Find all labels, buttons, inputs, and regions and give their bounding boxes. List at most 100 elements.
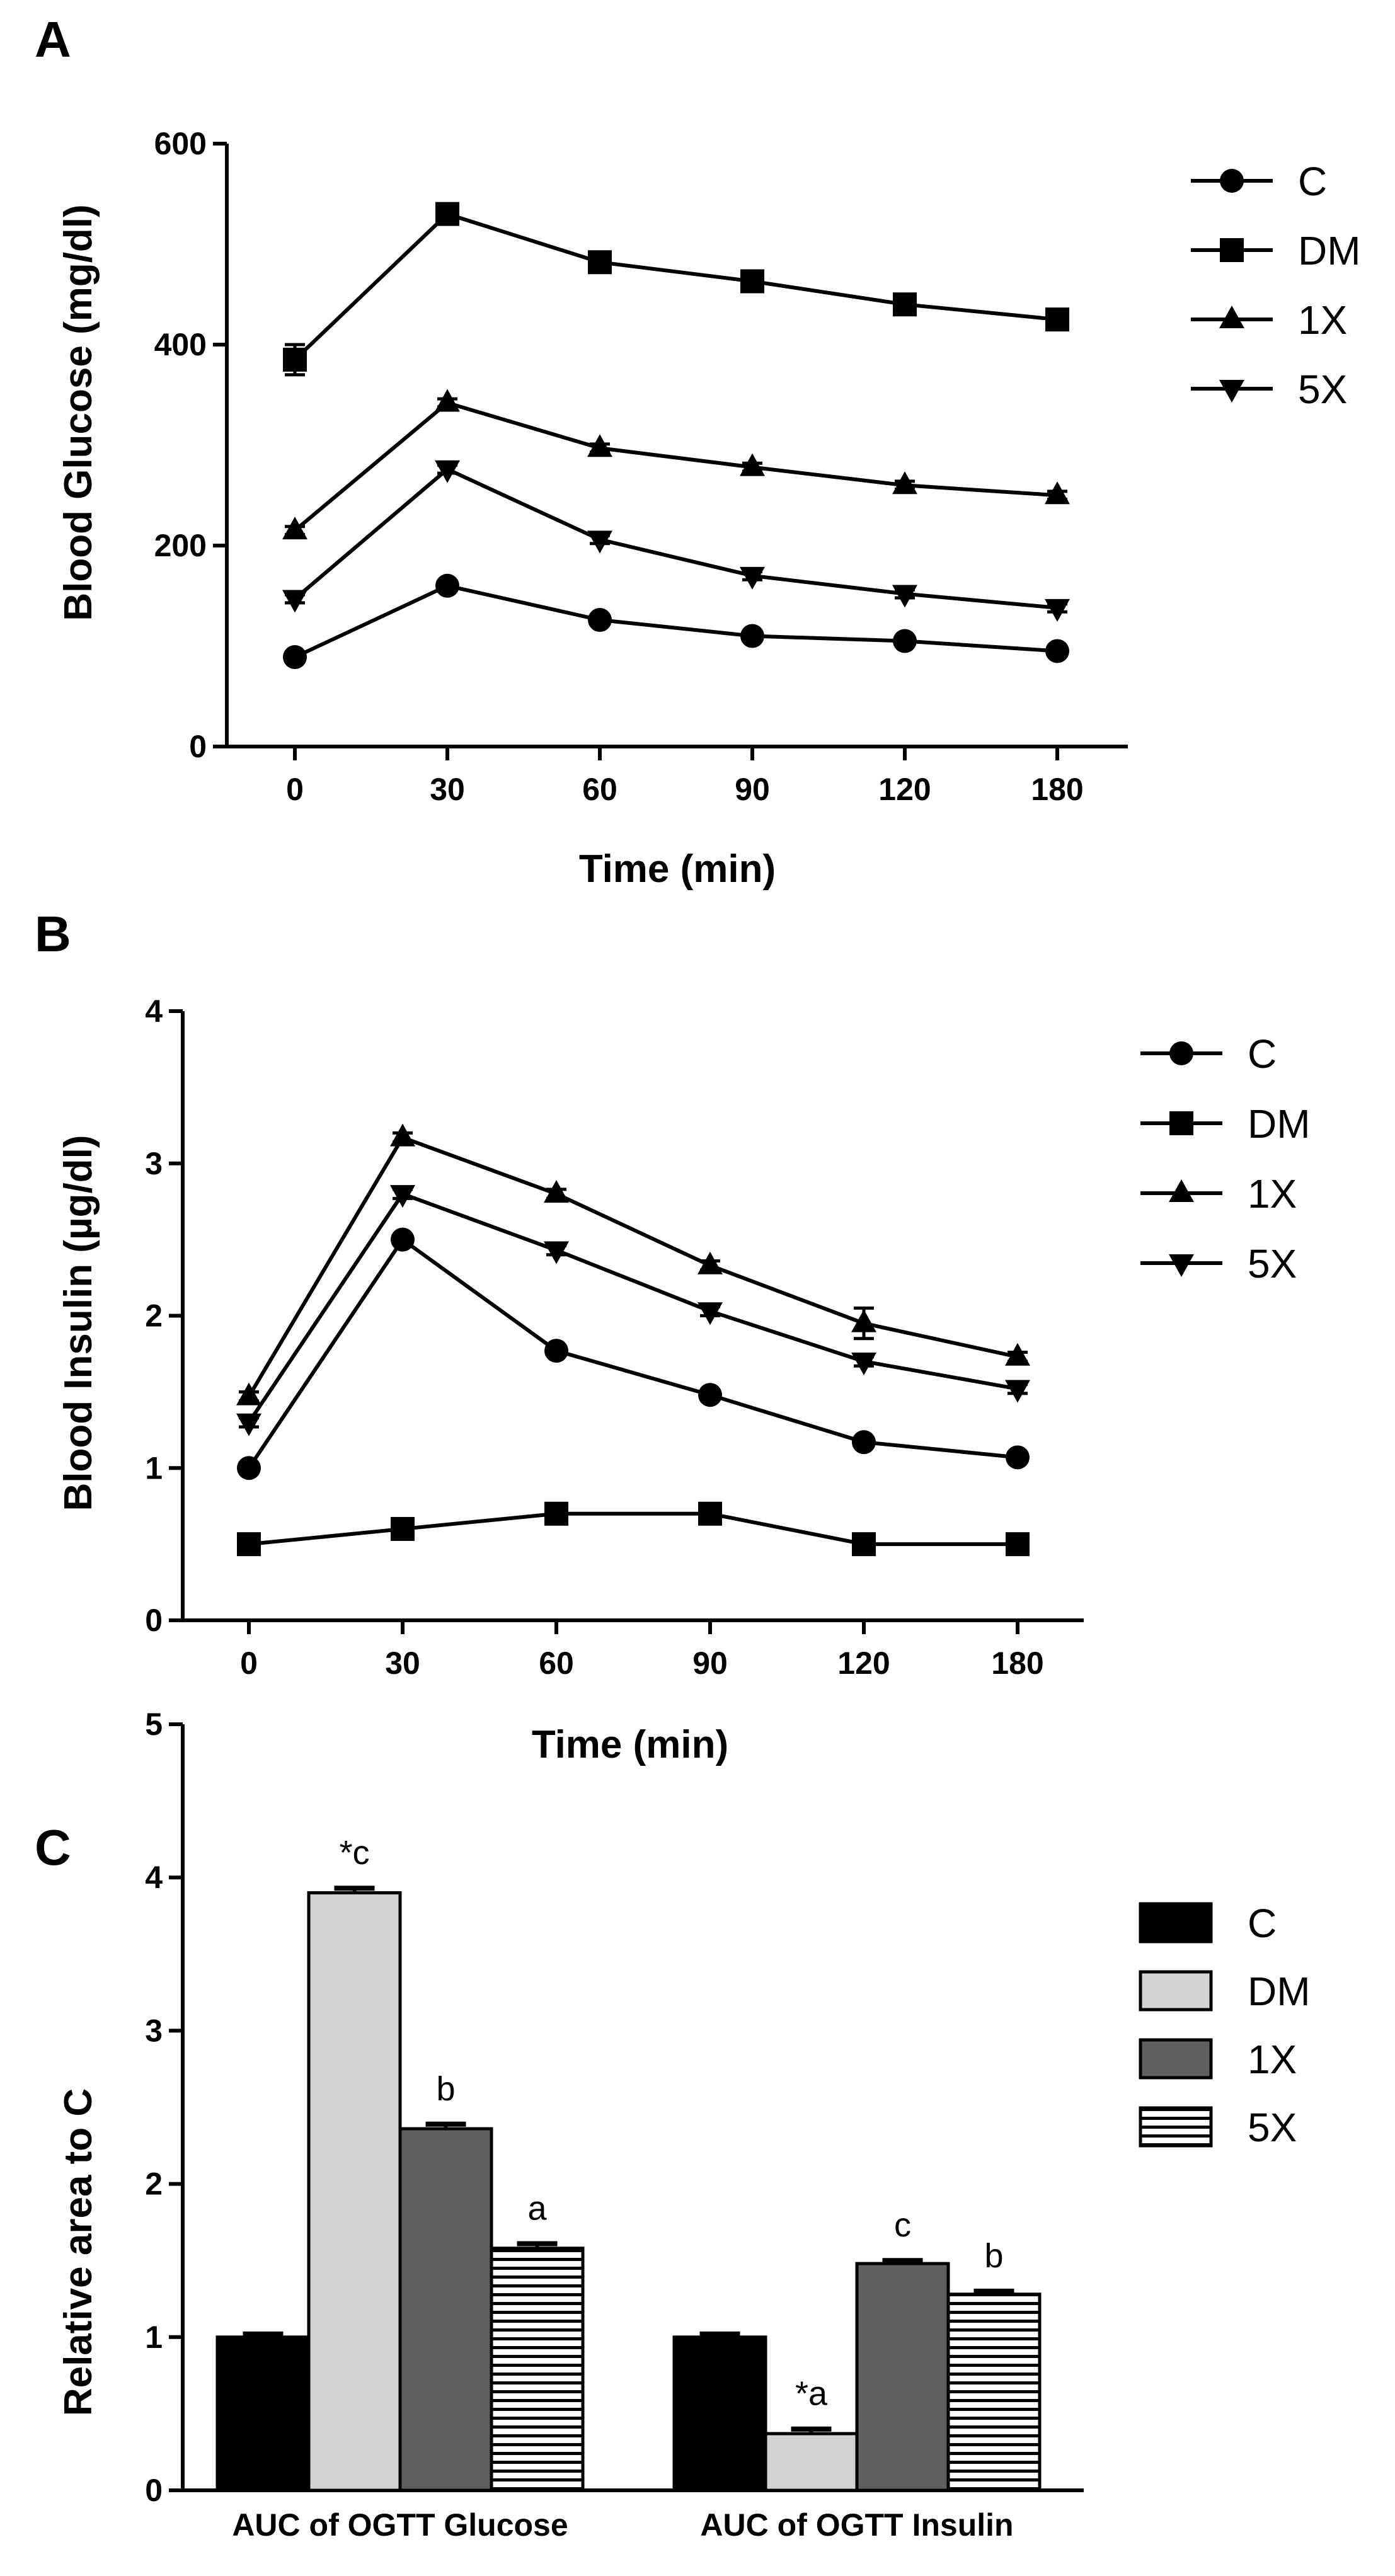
significance-label: b <box>436 2070 455 2108</box>
data-point <box>892 471 917 495</box>
y-tick-label: 400 <box>154 327 207 362</box>
legend-marker <box>1169 1179 1194 1202</box>
significance-label: *a <box>795 2375 828 2413</box>
significance-label: *c <box>339 1834 369 1872</box>
bar-1X: b <box>398 2070 493 2492</box>
legend-marker <box>1219 306 1244 328</box>
bar-C <box>215 2331 311 2492</box>
y-tick-label: 1 <box>145 1450 163 1485</box>
data-point <box>588 250 612 275</box>
plot-area: 0 1 2 3 4 0 30 60 90 120 180 C DM 1X 5X <box>145 993 1310 1681</box>
data-point <box>740 566 765 590</box>
significance-label: a <box>527 2189 547 2227</box>
series-5X <box>282 460 1070 622</box>
data-point <box>435 389 460 412</box>
data-point <box>851 1309 876 1332</box>
series-line <box>294 583 1058 659</box>
data-point <box>391 1227 415 1252</box>
data-point <box>435 573 459 598</box>
category-label: AUC of OGTT Insulin <box>700 2507 1013 2543</box>
x-tick-label: 90 <box>735 772 770 807</box>
bar-1X: c <box>855 2206 950 2492</box>
legend-item-5X: 5X <box>1140 1241 1297 1286</box>
series-DM <box>283 202 1069 377</box>
legend-label: 1X <box>1248 1171 1297 1216</box>
legend-label: DM <box>1248 1969 1311 2014</box>
legend-label: C <box>1248 1031 1277 1077</box>
bar-DM: *c <box>307 1834 402 2492</box>
legend-marker <box>1220 169 1244 193</box>
series-line <box>294 467 1058 610</box>
data-point <box>1045 639 1069 663</box>
y-tick-label: 4 <box>145 1860 163 1895</box>
series-C <box>283 573 1069 670</box>
y-tick-label: 2 <box>145 1298 163 1334</box>
series-DM <box>237 1501 1030 1557</box>
legend-item-1X: 1X <box>1140 1171 1297 1216</box>
data-point <box>587 434 612 457</box>
data-point <box>893 292 917 317</box>
series-1X <box>236 1123 1030 1405</box>
x-tick-label: 0 <box>286 772 304 807</box>
data-point <box>283 645 307 670</box>
series-1X <box>282 389 1070 540</box>
y-tick-label: 0 <box>145 1603 163 1638</box>
y-tick-label: 3 <box>145 2013 163 2048</box>
x-tick-label: 60 <box>539 1646 574 1681</box>
panel-letter-a: A <box>35 11 71 67</box>
data-point <box>283 347 307 372</box>
y-tick-label: 2 <box>145 2167 163 2202</box>
data-point <box>435 460 460 483</box>
data-point <box>390 1123 415 1147</box>
y-axis-title: Blood Glucose (mg/dl) <box>57 204 100 621</box>
x-tick-label: 90 <box>692 1646 728 1681</box>
data-point <box>851 1353 876 1376</box>
data-point <box>1006 1445 1030 1470</box>
data-point <box>587 530 612 554</box>
panel-a-glucose-chart: A Blood Glucose (mg/dl) Time (min) 0 200 4… <box>35 11 1361 891</box>
panel-c-auc-chart: C Relative area to C 0 1 2 3 4 5 AUC of OGTT G… <box>35 1707 1311 2543</box>
bar <box>215 2335 311 2492</box>
legend-label: 5X <box>1248 1241 1297 1286</box>
bar <box>855 2262 950 2492</box>
y-tick-label: 0 <box>145 2473 163 2508</box>
y-tick-label: 1 <box>145 2320 163 2355</box>
bar-5X: b <box>946 2237 1042 2492</box>
legend-item-1X: 1X <box>1139 2037 1297 2082</box>
data-point <box>1005 1380 1030 1403</box>
legend-label: DM <box>1298 228 1361 273</box>
data-point <box>237 1456 261 1480</box>
data-point <box>588 608 612 633</box>
data-point <box>391 1516 415 1541</box>
legend-marker <box>1169 1041 1193 1065</box>
data-point <box>852 1532 876 1557</box>
data-point <box>236 1413 261 1436</box>
legend-item-C: C <box>1139 1901 1277 1946</box>
data-point <box>698 1501 722 1526</box>
bar <box>490 2247 585 2492</box>
panel-b-insulin-chart: B Blood Insulin (µg/dl) Time (min) 0 1 2 3 4… <box>35 906 1311 1766</box>
legend-swatch <box>1139 2106 1213 2148</box>
legend: C DM 1X 5X <box>1191 159 1361 412</box>
bar <box>764 2432 859 2492</box>
legend: C DM 1X 5X <box>1140 1031 1311 1286</box>
legend: C DM 1X 5X <box>1139 1901 1311 2150</box>
data-point <box>892 585 917 608</box>
legend-label: DM <box>1248 1101 1311 1147</box>
legend-marker <box>1169 1111 1193 1135</box>
data-point <box>435 202 459 226</box>
legend-swatch <box>1139 2038 1213 2080</box>
legend-item-C: C <box>1191 159 1327 204</box>
legend-item-DM: DM <box>1140 1101 1311 1147</box>
data-point <box>893 629 917 653</box>
bar-5X: a <box>490 2189 585 2492</box>
legend-label: C <box>1298 159 1327 204</box>
data-point <box>1045 598 1070 622</box>
x-tick-label: 60 <box>582 772 617 807</box>
data-point <box>698 1251 723 1274</box>
series-line <box>293 212 1058 362</box>
legend-swatch <box>1139 1902 1213 1943</box>
y-tick-label: 5 <box>145 1707 163 1742</box>
data-point <box>390 1185 415 1208</box>
